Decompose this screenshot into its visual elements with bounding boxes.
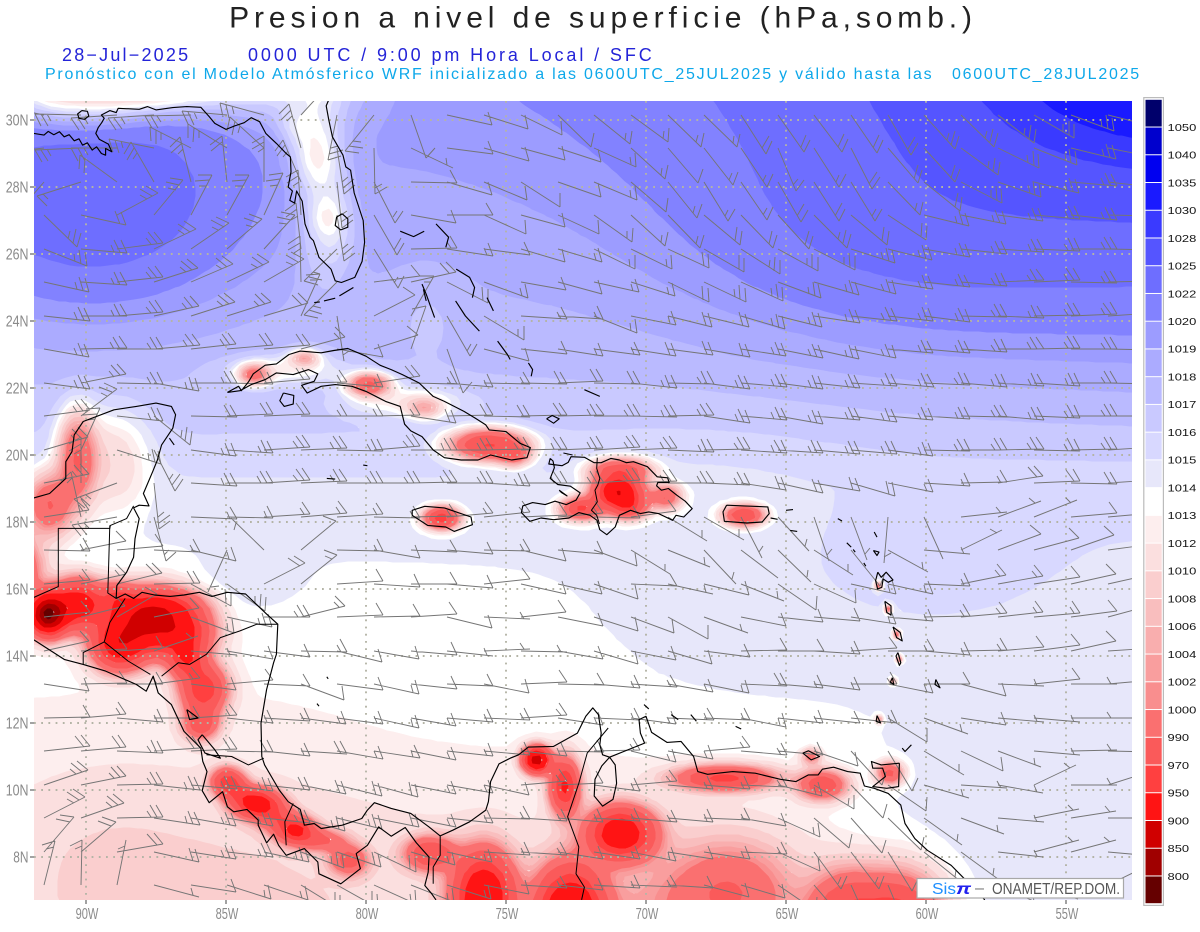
svg-text:90W: 90W bbox=[76, 906, 99, 923]
svg-text:28−Jul−2025: 28−Jul−2025 bbox=[62, 45, 190, 65]
svg-text:28N: 28N bbox=[6, 180, 29, 197]
svg-text:Sis: Sis bbox=[932, 881, 956, 898]
svg-text:12N: 12N bbox=[6, 716, 29, 733]
svg-text:Presion a nivel de superficie: Presion a nivel de superficie (hPa,somb.… bbox=[229, 2, 977, 35]
svg-text:24N: 24N bbox=[6, 314, 29, 331]
svg-text:55W: 55W bbox=[1056, 906, 1079, 923]
svg-text:970: 970 bbox=[1168, 760, 1190, 772]
svg-text:14N: 14N bbox=[6, 649, 29, 666]
svg-text:950: 950 bbox=[1168, 788, 1190, 800]
svg-text:1013: 1013 bbox=[1168, 510, 1197, 522]
svg-text:22N: 22N bbox=[6, 381, 29, 398]
svg-text:Pronóstico con el Modelo Atmós: Pronóstico con el Modelo Atmósferico WRF… bbox=[45, 66, 1141, 83]
svg-text:10N: 10N bbox=[6, 783, 29, 800]
svg-text:ONAMET/REP.DOM.: ONAMET/REP.DOM. bbox=[992, 881, 1120, 898]
svg-text:20N: 20N bbox=[6, 448, 29, 465]
svg-text:1040: 1040 bbox=[1168, 150, 1197, 162]
svg-text:–: – bbox=[975, 880, 984, 897]
svg-text:1004: 1004 bbox=[1168, 649, 1197, 661]
svg-text:1016: 1016 bbox=[1168, 427, 1197, 439]
svg-text:30N: 30N bbox=[6, 113, 29, 130]
svg-text:1030: 1030 bbox=[1168, 205, 1197, 217]
svg-text:1002: 1002 bbox=[1168, 677, 1197, 689]
svg-text:26N: 26N bbox=[6, 247, 29, 264]
svg-text:70W: 70W bbox=[636, 906, 659, 923]
svg-text:1010: 1010 bbox=[1168, 566, 1197, 578]
svg-text:π: π bbox=[956, 881, 972, 898]
svg-text:1017: 1017 bbox=[1168, 399, 1197, 411]
svg-text:16N: 16N bbox=[6, 582, 29, 599]
svg-text:80W: 80W bbox=[356, 906, 379, 923]
svg-text:1012: 1012 bbox=[1168, 538, 1197, 550]
svg-text:1025: 1025 bbox=[1168, 261, 1197, 273]
svg-text:0000 UTC / 9:00 pm Hora Local: 0000 UTC / 9:00 pm Hora Local / SFC bbox=[248, 45, 655, 65]
svg-text:8N: 8N bbox=[13, 850, 28, 867]
svg-text:990: 990 bbox=[1168, 732, 1190, 744]
svg-text:18N: 18N bbox=[6, 515, 29, 532]
svg-text:75W: 75W bbox=[496, 906, 519, 923]
svg-text:1028: 1028 bbox=[1168, 233, 1197, 245]
svg-text:60W: 60W bbox=[916, 906, 939, 923]
svg-text:1035: 1035 bbox=[1168, 177, 1197, 189]
svg-text:65W: 65W bbox=[776, 906, 799, 923]
svg-text:1006: 1006 bbox=[1168, 621, 1197, 633]
svg-text:1018: 1018 bbox=[1168, 372, 1197, 384]
svg-text:1020: 1020 bbox=[1168, 316, 1197, 328]
svg-text:1015: 1015 bbox=[1168, 455, 1197, 467]
svg-text:1008: 1008 bbox=[1168, 593, 1197, 605]
svg-text:1014: 1014 bbox=[1168, 482, 1197, 494]
svg-text:1000: 1000 bbox=[1168, 704, 1197, 716]
svg-text:850: 850 bbox=[1168, 843, 1190, 855]
svg-text:800: 800 bbox=[1168, 871, 1190, 883]
svg-text:85W: 85W bbox=[216, 906, 239, 923]
svg-text:1022: 1022 bbox=[1168, 288, 1197, 300]
svg-text:1019: 1019 bbox=[1168, 344, 1197, 356]
svg-text:1050: 1050 bbox=[1168, 122, 1197, 134]
svg-text:900: 900 bbox=[1168, 815, 1190, 827]
